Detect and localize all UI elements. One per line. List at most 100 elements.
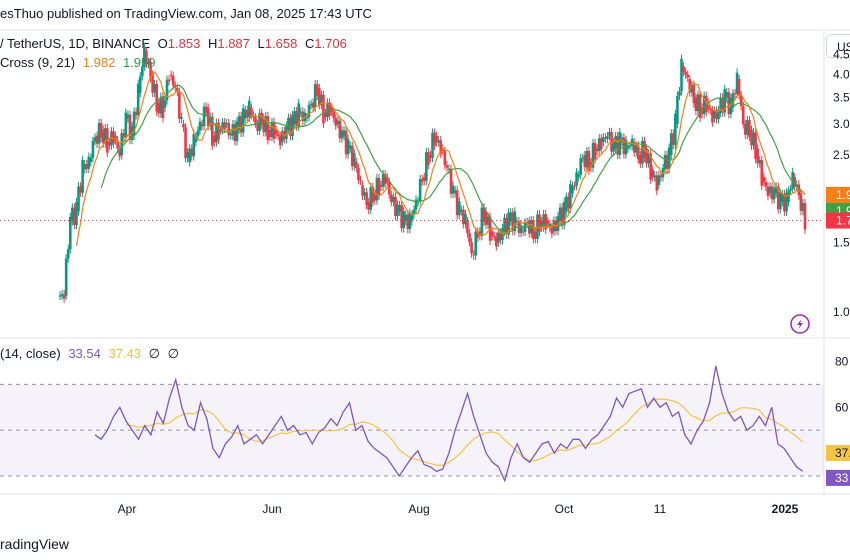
candle [478, 227, 482, 241]
candle-body [488, 216, 492, 241]
candle [443, 146, 447, 170]
candle [379, 180, 383, 192]
candle-body [558, 207, 562, 222]
candle-body [628, 145, 632, 147]
candle-body [554, 220, 558, 232]
candle [245, 105, 249, 122]
candle [774, 182, 778, 198]
candle-body [118, 148, 121, 157]
candle [190, 144, 194, 161]
candle [618, 127, 622, 160]
candle [233, 119, 237, 146]
candle [787, 186, 790, 207]
time-tick-label: Jun [262, 502, 281, 516]
candle-body [161, 96, 165, 119]
candle-body [787, 190, 790, 203]
candle-body [322, 94, 325, 124]
candle [630, 134, 634, 151]
candle-body [499, 232, 502, 241]
candle [756, 144, 759, 168]
candle [797, 180, 801, 200]
candle-body [124, 112, 128, 138]
candle-body [379, 185, 383, 187]
candle [95, 131, 99, 148]
candle-body [657, 175, 661, 185]
candle-body [515, 221, 519, 223]
candle-body [770, 186, 774, 200]
candle-body [480, 207, 484, 237]
currency-button[interactable]: US [826, 34, 850, 58]
candle-body [630, 138, 634, 146]
candle [492, 231, 496, 241]
candle-body [624, 139, 628, 155]
candle-body [106, 128, 109, 153]
candle-body [285, 125, 288, 140]
candle-body [801, 203, 805, 211]
candle-body [519, 225, 523, 233]
candle [151, 70, 154, 97]
candle-body [733, 93, 737, 95]
candle-body [233, 124, 237, 142]
candle [562, 197, 566, 230]
candle-body [155, 84, 159, 112]
candle-body [217, 122, 220, 140]
candle [682, 62, 685, 77]
candle-body [293, 111, 296, 124]
candle-body [702, 95, 706, 114]
candle [476, 227, 480, 242]
candle-body [122, 133, 126, 138]
candle [587, 146, 591, 176]
candle [58, 291, 62, 300]
candle-body [684, 71, 687, 75]
candle-body [719, 97, 722, 113]
candle [447, 164, 451, 174]
candle [706, 98, 710, 114]
candle [235, 117, 239, 146]
candle [315, 80, 319, 101]
candle-body [503, 217, 506, 232]
candle [610, 127, 613, 156]
candle [499, 228, 502, 245]
candle [385, 172, 389, 187]
candle-body [538, 214, 541, 232]
flash-icon[interactable] [790, 314, 810, 334]
candle-body [622, 137, 626, 155]
candle [468, 228, 471, 247]
tradingview-brand[interactable]: radingView [0, 536, 70, 552]
candle [789, 184, 792, 196]
candle [400, 200, 403, 233]
candle [124, 108, 128, 142]
candle-body [472, 254, 475, 256]
candle [643, 136, 646, 163]
candle-body [83, 164, 86, 170]
candle [439, 136, 443, 159]
candle-body [468, 233, 471, 243]
candle [110, 127, 113, 150]
candle [604, 133, 607, 144]
candle [511, 208, 515, 236]
candle [523, 218, 527, 237]
candle [173, 81, 177, 92]
candle-body [610, 132, 613, 152]
candle [258, 108, 261, 136]
candle [723, 84, 727, 117]
candle [437, 136, 440, 147]
price-tick-label: 1.0 [833, 305, 850, 319]
candle-body [256, 123, 259, 131]
candle [657, 171, 661, 190]
candle-body [476, 231, 480, 238]
candle [793, 172, 797, 192]
candle-body [108, 141, 111, 146]
candle-body [392, 196, 395, 203]
candle [311, 98, 315, 112]
candle-body [521, 231, 525, 233]
candle-body [346, 138, 350, 155]
time-tick-label: Apr [118, 502, 137, 516]
candle-body [219, 129, 222, 131]
candle [357, 163, 360, 185]
symbol-legend: / TetherUS, 1D, BINANCE O1.853 H1.887 L1… [0, 36, 351, 51]
candle [410, 210, 414, 226]
candle-body [655, 175, 659, 191]
candle [114, 131, 117, 145]
